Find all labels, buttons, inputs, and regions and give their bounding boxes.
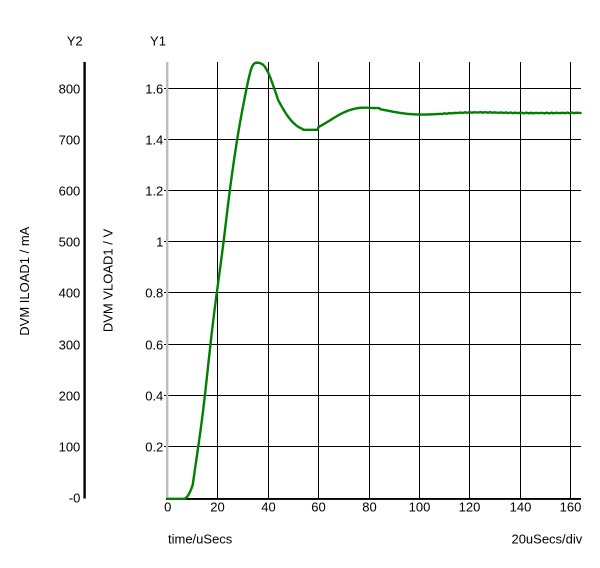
svg-text:0.6: 0.6 xyxy=(145,337,163,352)
svg-text:0: 0 xyxy=(164,500,171,515)
svg-text:1.6: 1.6 xyxy=(145,81,163,96)
svg-text:Y1: Y1 xyxy=(150,34,166,49)
svg-text:60: 60 xyxy=(311,500,325,515)
svg-text:0.8: 0.8 xyxy=(145,285,163,300)
svg-text:40: 40 xyxy=(261,500,275,515)
svg-text:DVM ILOAD1 / mA: DVM ILOAD1 / mA xyxy=(17,226,32,335)
svg-text:160: 160 xyxy=(560,500,582,515)
svg-text:DVM VLOAD1 / V: DVM VLOAD1 / V xyxy=(101,229,116,333)
svg-text:400: 400 xyxy=(59,285,81,300)
svg-text:20uSecs/div: 20uSecs/div xyxy=(511,532,582,547)
svg-text:0.2: 0.2 xyxy=(145,439,163,454)
svg-text:100: 100 xyxy=(59,439,81,454)
svg-text:120: 120 xyxy=(459,500,481,515)
svg-text:600: 600 xyxy=(59,183,81,198)
svg-text:300: 300 xyxy=(59,337,81,352)
svg-text:700: 700 xyxy=(59,132,81,147)
svg-text:800: 800 xyxy=(59,81,81,96)
svg-text:0.4: 0.4 xyxy=(145,388,163,403)
svg-text:time/uSecs: time/uSecs xyxy=(168,532,233,547)
svg-text:500: 500 xyxy=(59,234,81,249)
svg-text:80: 80 xyxy=(362,500,376,515)
svg-text:1: 1 xyxy=(156,234,163,249)
svg-text:100: 100 xyxy=(409,500,431,515)
svg-text:200: 200 xyxy=(59,388,81,403)
svg-text:-0: -0 xyxy=(69,491,81,506)
svg-text:20: 20 xyxy=(210,500,224,515)
svg-text:140: 140 xyxy=(510,500,532,515)
svg-text:1.2: 1.2 xyxy=(145,183,163,198)
svg-text:Y2: Y2 xyxy=(67,34,83,49)
svg-text:1.4: 1.4 xyxy=(145,132,163,147)
